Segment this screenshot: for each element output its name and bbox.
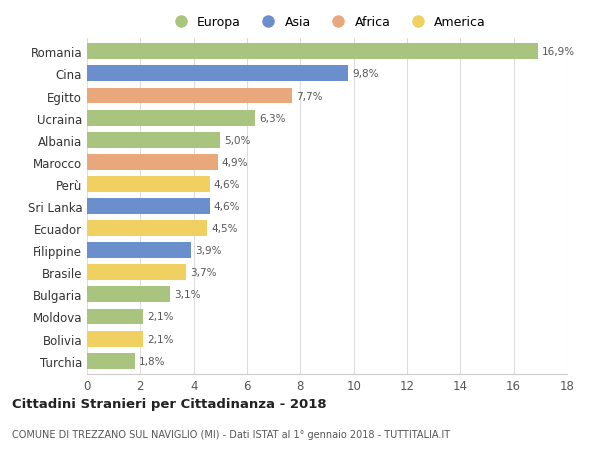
Bar — [87, 89, 292, 104]
Text: 3,9%: 3,9% — [195, 246, 221, 256]
Text: 4,6%: 4,6% — [214, 179, 240, 190]
Text: 4,5%: 4,5% — [211, 224, 238, 234]
Text: 3,7%: 3,7% — [190, 268, 216, 278]
Text: COMUNE DI TREZZANO SUL NAVIGLIO (MI) - Dati ISTAT al 1° gennaio 2018 - TUTTITALI: COMUNE DI TREZZANO SUL NAVIGLIO (MI) - D… — [12, 429, 450, 439]
Text: 4,9%: 4,9% — [221, 157, 248, 168]
Bar — [87, 111, 255, 126]
Text: 1,8%: 1,8% — [139, 356, 166, 366]
Bar — [87, 177, 209, 192]
Text: 6,3%: 6,3% — [259, 113, 286, 123]
Text: 7,7%: 7,7% — [296, 91, 323, 101]
Bar — [87, 155, 218, 170]
Bar — [87, 45, 538, 60]
Bar — [87, 331, 143, 347]
Text: 2,1%: 2,1% — [147, 312, 173, 322]
Bar — [87, 243, 191, 258]
Bar — [87, 199, 209, 214]
Bar — [87, 67, 349, 82]
Bar — [87, 309, 143, 325]
Text: 3,1%: 3,1% — [173, 290, 200, 300]
Text: 2,1%: 2,1% — [147, 334, 173, 344]
Text: 4,6%: 4,6% — [214, 202, 240, 212]
Text: 16,9%: 16,9% — [542, 47, 575, 57]
Text: 5,0%: 5,0% — [224, 135, 251, 146]
Text: Cittadini Stranieri per Cittadinanza - 2018: Cittadini Stranieri per Cittadinanza - 2… — [12, 397, 326, 410]
Bar — [87, 265, 185, 280]
Legend: Europa, Asia, Africa, America: Europa, Asia, Africa, America — [168, 17, 486, 29]
Bar — [87, 353, 135, 369]
Bar — [87, 287, 170, 302]
Bar — [87, 221, 207, 236]
Text: 9,8%: 9,8% — [352, 69, 379, 79]
Bar — [87, 133, 220, 148]
